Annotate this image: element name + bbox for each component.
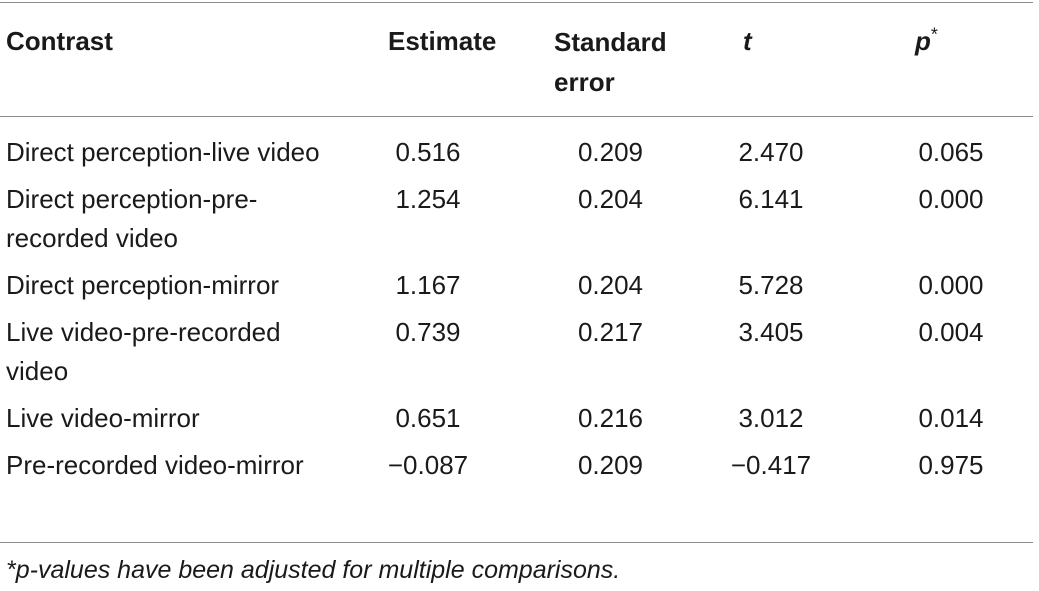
header-p-label: p (915, 26, 931, 56)
cell-t: 3.012 (738, 403, 804, 433)
cell-estimate: 0.651 (395, 403, 461, 433)
header-estimate: Estimate (388, 26, 497, 56)
cell-contrast: Direct perception-pre-recorded video (6, 184, 258, 253)
cell-contrast: Pre-recorded video-mirror (6, 450, 304, 480)
header-contrast: Contrast (6, 26, 113, 56)
table-row: Direct perception-mirror 1.167 0.204 5.7… (0, 258, 1033, 305)
table-row: Pre-recorded video-mirror −0.087 0.209 −… (0, 438, 1033, 485)
header-standard-error-line1: Standard (554, 27, 667, 57)
cell-estimate: 0.516 (395, 137, 461, 167)
cell-t: 5.728 (738, 270, 804, 300)
cell-p: 0.975 (918, 450, 984, 480)
cell-estimate: −0.087 (387, 450, 469, 480)
cell-standard-error: 0.217 (577, 317, 644, 347)
table-header-rule (0, 116, 1033, 117)
cell-standard-error: 0.209 (577, 450, 644, 480)
cell-standard-error: 0.204 (577, 270, 644, 300)
cell-standard-error: 0.216 (577, 403, 644, 433)
cell-estimate: 0.739 (395, 317, 461, 347)
cell-estimate: 1.167 (395, 270, 461, 300)
table-row: Direct perception-live video 0.516 0.209… (0, 116, 1033, 172)
cell-contrast: Live video-pre-recorded video (6, 317, 281, 386)
header-p-superscript: * (930, 24, 938, 45)
header-p: p* (874, 0, 1033, 116)
cell-standard-error: 0.204 (577, 184, 644, 214)
table-row: Live video-pre-recorded video 0.739 0.21… (0, 305, 1033, 391)
table-bottom-rule (0, 542, 1033, 543)
cell-t: 6.141 (738, 184, 804, 214)
cell-t: 3.405 (738, 317, 804, 347)
table-header-row: Contrast Estimate Standard error t p* (0, 0, 1033, 116)
table-footnote: *p-values have been adjusted for multipl… (6, 556, 621, 584)
header-standard-error-line2: error (554, 67, 615, 97)
cell-t: −0.417 (730, 450, 812, 480)
cell-standard-error: 0.209 (577, 137, 644, 167)
table-row: Live video-mirror 0.651 0.216 3.012 0.01… (0, 391, 1033, 438)
cell-p: 0.000 (918, 270, 984, 300)
cell-p: 0.065 (918, 137, 984, 167)
cell-contrast: Direct perception-mirror (6, 270, 280, 300)
cell-p: 0.000 (918, 184, 984, 214)
cell-t: 2.470 (738, 137, 804, 167)
table-row: Direct perception-pre-recorded video 1.2… (0, 172, 1033, 258)
table-top-rule (0, 2, 1033, 3)
header-standard-error: Standard error (528, 0, 703, 116)
header-t: t (743, 26, 752, 56)
cell-p: 0.004 (918, 317, 984, 347)
cell-contrast: Direct perception-live video (6, 137, 320, 167)
contrast-table: Contrast Estimate Standard error t p* Dir… (0, 0, 1033, 485)
cell-contrast: Live video-mirror (6, 403, 200, 433)
cell-estimate: 1.254 (395, 184, 461, 214)
cell-p: 0.014 (918, 403, 984, 433)
